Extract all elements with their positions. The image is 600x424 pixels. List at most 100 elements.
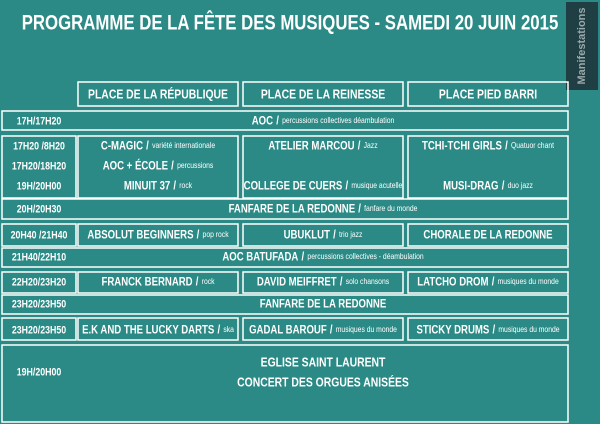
time-slot-group: 23H20/23H50 bbox=[12, 324, 67, 336]
event-group: AOC BATUFADA / percussions collectives - d… bbox=[222, 250, 423, 263]
separator: / bbox=[493, 323, 496, 336]
line: EGLISE SAINT LAURENT bbox=[261, 355, 386, 369]
event-group: GADAL BAROUF / musiques du monde bbox=[249, 323, 397, 336]
event-line-group: CONCERT DES ORGUES ANISÉES bbox=[237, 375, 409, 389]
event: AOC BATUFADA / percussions collectives - d… bbox=[222, 250, 423, 263]
act-name: ATELIER MARCOU bbox=[268, 139, 354, 152]
genre: variété internationale bbox=[152, 141, 215, 151]
time-slot: 23H20/23H50 bbox=[12, 298, 67, 310]
cell-box bbox=[77, 317, 239, 341]
genre: solo chansons bbox=[346, 277, 390, 287]
act-name: GADAL BAROUF bbox=[249, 323, 327, 336]
separator: / bbox=[173, 179, 176, 192]
separator: / bbox=[276, 114, 279, 127]
header-box bbox=[407, 81, 569, 107]
time: 17H20/18H20 bbox=[12, 160, 67, 172]
time-slot-group: 20H/20H30 bbox=[17, 203, 62, 215]
event: AOC / percussions collectives déambulation bbox=[252, 114, 395, 127]
venue-header-group: PLACE DE LA REINESSE bbox=[261, 87, 386, 101]
cell-box bbox=[407, 223, 569, 247]
time-slot: 21H40/22H10 bbox=[12, 251, 67, 263]
event: ABSOLUT BEGINNERS / pop rock bbox=[87, 228, 228, 241]
event: UBUKLUT / trio jazz bbox=[284, 228, 363, 241]
separator: / bbox=[330, 323, 333, 336]
time-slot: 17H20/18H20 bbox=[12, 160, 67, 172]
separator: / bbox=[196, 275, 199, 288]
genre: musique acutelle bbox=[351, 181, 402, 191]
event: ATELIER MARCOU / Jazz bbox=[268, 139, 377, 152]
genre: percussions collectives - déambulation bbox=[307, 252, 423, 262]
event: GADAL BAROUF / musiques du monde bbox=[249, 323, 397, 336]
time-slot-group: 20H40 /21H40 bbox=[11, 229, 68, 241]
venue-header-group: PLACE PIED BARRI bbox=[439, 87, 537, 101]
separator: / bbox=[358, 202, 361, 215]
event: DAVID MEIFFRET / solo chansons bbox=[257, 275, 389, 288]
row-box bbox=[1, 198, 569, 220]
time-box bbox=[1, 317, 77, 341]
genre: duo jazz bbox=[508, 181, 533, 191]
venue: PLACE DE LA RÉPUBLIQUE bbox=[88, 87, 228, 101]
event: FRANCK BERNARD / rock bbox=[101, 275, 214, 288]
row-box bbox=[1, 344, 569, 423]
time: 19H/20H00 bbox=[17, 180, 62, 192]
time: 20H/20H30 bbox=[17, 203, 62, 215]
separator: / bbox=[146, 139, 149, 152]
genre: percussions bbox=[177, 161, 213, 171]
act-name: TCHI-TCHI GIRLS bbox=[422, 139, 502, 152]
genre: musiques du monde bbox=[498, 325, 559, 335]
event-line: CONCERT DES ORGUES ANISÉES bbox=[237, 375, 409, 389]
act-name: STICKY DRUMS bbox=[416, 323, 489, 336]
event: E.K AND THE LUCKY DARTS / ska bbox=[82, 323, 234, 336]
row-box bbox=[1, 294, 569, 315]
time-slot: 19H/20H00 bbox=[17, 180, 62, 192]
time: 20H40 /21H40 bbox=[11, 229, 68, 241]
cell-box bbox=[77, 223, 239, 247]
time-slot-group: 23H20/23H50 bbox=[12, 298, 67, 310]
title: PROGRAMME DE LA FÊTE DES MUSIQUES - SAME… bbox=[22, 11, 559, 35]
act-name: ABSOLUT BEGINNERS bbox=[87, 228, 193, 241]
act-name: LATCHO DROM bbox=[417, 275, 488, 288]
event-group: UBUKLUT / trio jazz bbox=[284, 228, 363, 241]
time-slot: 19H/20H00 bbox=[17, 366, 62, 378]
genre: pop rock bbox=[203, 230, 229, 240]
genre: rock bbox=[202, 277, 215, 287]
time-slot-group: 17H20/18H20 bbox=[12, 160, 67, 172]
cell-box bbox=[242, 135, 404, 199]
act-name: C-MAGIC bbox=[101, 139, 143, 152]
genre: fanfare du monde bbox=[364, 204, 417, 214]
event: COLLEGE DE CUERS / musique acutelle bbox=[244, 179, 403, 192]
line: CONCERT DES ORGUES ANISÉES bbox=[237, 375, 409, 389]
event-line-group: EGLISE SAINT LAURENT bbox=[261, 355, 386, 369]
cell-box bbox=[77, 271, 239, 294]
event: STICKY DRUMS / musiques du monde bbox=[416, 323, 559, 336]
separator: / bbox=[492, 275, 495, 288]
time-slot: 20H/20H30 bbox=[17, 203, 62, 215]
time: 21H40/22H10 bbox=[12, 251, 67, 263]
act-name: CHORALE DE LA REDONNE bbox=[423, 228, 552, 241]
cell-box bbox=[407, 135, 569, 199]
event-group: MINUIT 37/rock bbox=[124, 179, 192, 192]
time-slot: 22H20/23H20 bbox=[12, 276, 67, 288]
time-slot: 23H20/23H50 bbox=[12, 324, 67, 336]
time-box bbox=[1, 223, 77, 247]
separator: / bbox=[505, 139, 508, 152]
act-name: FANFARE DE LA REDONNE bbox=[260, 297, 387, 310]
badge-box bbox=[566, 2, 598, 90]
genre: musiques du monde bbox=[336, 325, 397, 335]
separator: / bbox=[333, 228, 336, 241]
header-box bbox=[77, 81, 239, 107]
act-name: FANFARE DE LA REDONNE bbox=[229, 202, 356, 215]
event-group: ATELIER MARCOU / Jazz bbox=[268, 139, 377, 152]
event-group: AOC + ÉCOLE / percussions bbox=[103, 158, 214, 172]
time-slot-group: 17H20 /8H20 bbox=[13, 140, 65, 152]
time-slot-group: 19H/20H00 bbox=[17, 366, 62, 378]
time-box bbox=[1, 271, 77, 294]
time: 17H/17H20 bbox=[17, 115, 62, 127]
event-group: CHORALE DE LA REDONNE bbox=[423, 228, 552, 241]
separator: / bbox=[217, 323, 220, 336]
separator: / bbox=[502, 179, 505, 192]
act-name: MINUIT 37 bbox=[124, 179, 170, 192]
event-group: FANFARE DE LA REDONNE bbox=[260, 297, 387, 310]
